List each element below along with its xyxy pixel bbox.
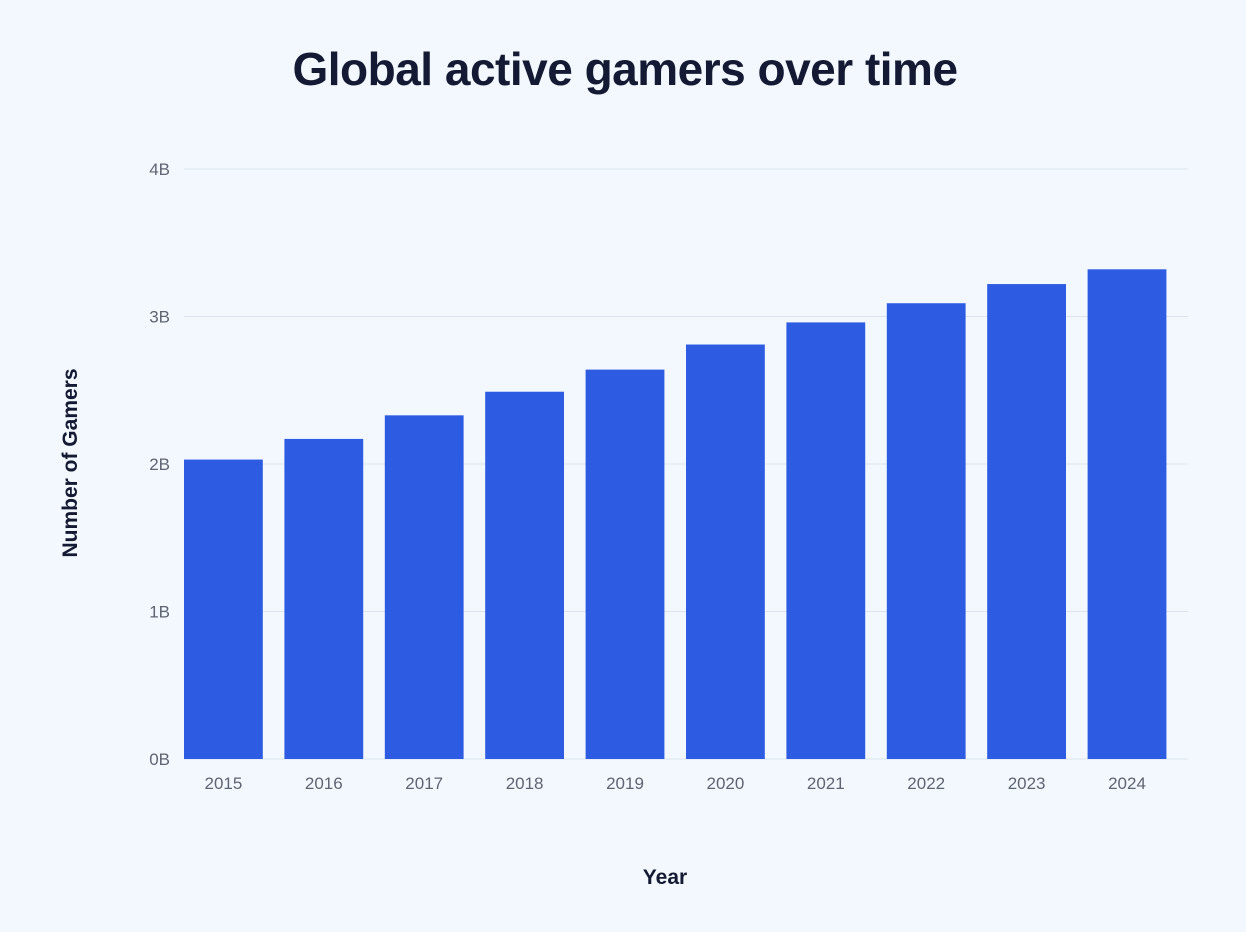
- bars: [184, 269, 1167, 759]
- x-axis-title: Year: [643, 866, 687, 889]
- bar-2018: [485, 391, 565, 759]
- bar-2024: [1087, 269, 1167, 759]
- x-tick-label-2020: 2020: [706, 774, 744, 793]
- x-tick-label-2016: 2016: [305, 774, 343, 793]
- x-tick-label-2023: 2023: [1008, 774, 1046, 793]
- bar-2023: [987, 284, 1067, 759]
- x-tick-label-2022: 2022: [907, 774, 945, 793]
- bar-2019: [585, 369, 665, 759]
- x-axis-ticks: 2015 2016 2017 2018 2019 2020 2021 2022 2023 2024: [204, 774, 1145, 793]
- x-tick-label-2019: 2019: [606, 774, 644, 793]
- x-tick-label-2018: 2018: [506, 774, 544, 793]
- x-tick-label-2024: 2024: [1108, 774, 1146, 793]
- y-tick-label: 4B: [149, 160, 170, 179]
- y-axis-ticks: 0B 1B 2B 3B 4B: [149, 160, 170, 769]
- x-tick-label-2017: 2017: [405, 774, 443, 793]
- y-tick-label: 0B: [149, 750, 170, 769]
- chart-title: Global active gamers over time: [292, 43, 958, 95]
- x-tick-label-2015: 2015: [204, 774, 242, 793]
- x-tick-label-2021: 2021: [807, 774, 845, 793]
- bar-2022: [886, 303, 966, 759]
- bar-2015: [184, 459, 263, 759]
- y-tick-label: 2B: [149, 455, 170, 474]
- y-tick-label: 3B: [149, 308, 170, 327]
- bar-2017: [384, 415, 464, 759]
- y-tick-label: 1B: [149, 603, 170, 622]
- bar-2020: [686, 344, 765, 759]
- y-axis-title: Number of Gamers: [59, 368, 82, 557]
- bar-2016: [284, 438, 364, 759]
- bar-2021: [786, 322, 866, 759]
